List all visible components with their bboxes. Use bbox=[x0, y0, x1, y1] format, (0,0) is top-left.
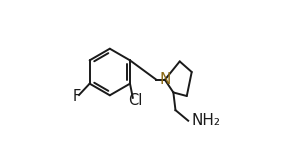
Text: N: N bbox=[159, 72, 170, 87]
Text: F: F bbox=[72, 89, 81, 104]
Text: Cl: Cl bbox=[128, 93, 142, 108]
Text: NH₂: NH₂ bbox=[192, 113, 221, 128]
